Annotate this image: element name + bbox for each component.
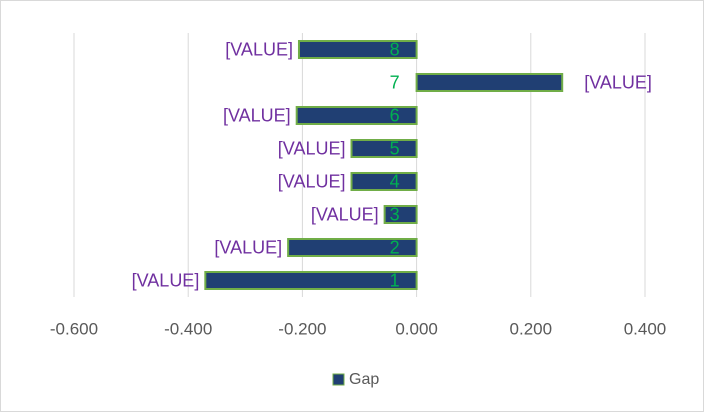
data-label: [VALUE]	[132, 270, 200, 290]
y-tick-label: 3	[390, 204, 400, 224]
x-tick-label: -0.600	[50, 319, 98, 338]
y-tick-label: 1	[390, 270, 400, 290]
data-label: [VALUE]	[223, 105, 291, 125]
y-tick-label: 6	[390, 105, 400, 125]
y-tick-label: 4	[390, 171, 400, 191]
y-tick-label: 8	[390, 39, 400, 59]
bar	[350, 139, 418, 158]
data-label: [VALUE]	[214, 237, 282, 257]
bar	[295, 106, 418, 125]
legend-label: Gap	[349, 371, 379, 388]
data-label: [VALUE]	[584, 72, 652, 92]
x-tick-label: -0.400	[164, 319, 212, 338]
data-label: [VALUE]	[311, 204, 379, 224]
y-tick-label: 5	[390, 138, 400, 158]
bar	[287, 238, 418, 257]
bar	[383, 205, 418, 224]
data-label: [VALUE]	[278, 138, 346, 158]
x-tick-label: 0.200	[510, 319, 553, 338]
y-tick-label: 7	[390, 72, 400, 92]
bar	[297, 40, 418, 59]
y-tick-label: 2	[390, 237, 400, 257]
legend-swatch	[332, 373, 345, 386]
bar	[204, 271, 418, 290]
x-tick-label: -0.200	[278, 319, 326, 338]
bar	[415, 73, 564, 92]
x-tick-label: 0.000	[395, 319, 438, 338]
data-label: [VALUE]	[225, 39, 293, 59]
bar	[350, 172, 418, 191]
data-label: [VALUE]	[278, 171, 346, 191]
x-tick-label: 0.400	[624, 319, 667, 338]
